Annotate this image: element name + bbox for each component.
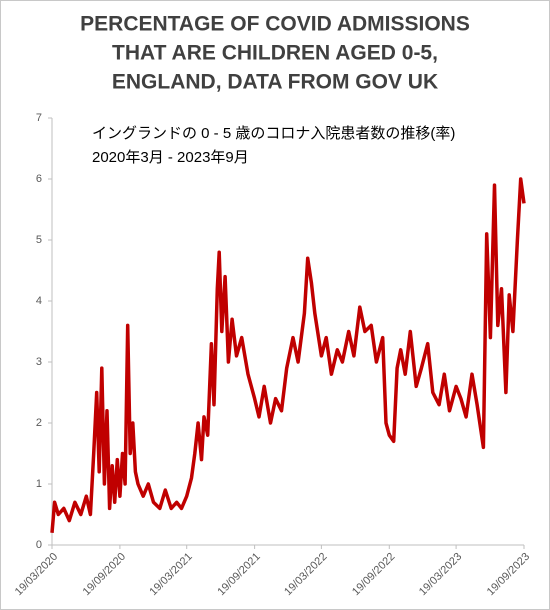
line-series — [50, 177, 526, 533]
chart-title: PERCENTAGE OF COVID ADMISSIONS THAT ARE … — [80, 13, 470, 94]
y-tick-label: 6 — [36, 173, 42, 185]
y-tick-label: 4 — [36, 295, 42, 307]
subtitle: 2020年3月 - 2023年9月 — [92, 149, 249, 166]
y-tick-label: 0 — [36, 539, 42, 551]
title-line: ENGLAND, DATA FROM GOV UK — [112, 71, 438, 94]
title-line: THAT ARE CHILDREN AGED 0-5, — [112, 42, 438, 65]
y-tick-label: 7 — [36, 112, 42, 124]
y-tick-label: 3 — [36, 356, 42, 368]
y-tick-label: 5 — [36, 234, 42, 246]
subtitle: イングランドの 0 - 5 歳のコロナ入院患者数の推移(率) — [92, 124, 455, 142]
y-tick-label: 1 — [36, 478, 42, 490]
y-tick-label: 2 — [36, 417, 42, 429]
title-line: PERCENTAGE OF COVID ADMISSIONS — [80, 13, 470, 36]
